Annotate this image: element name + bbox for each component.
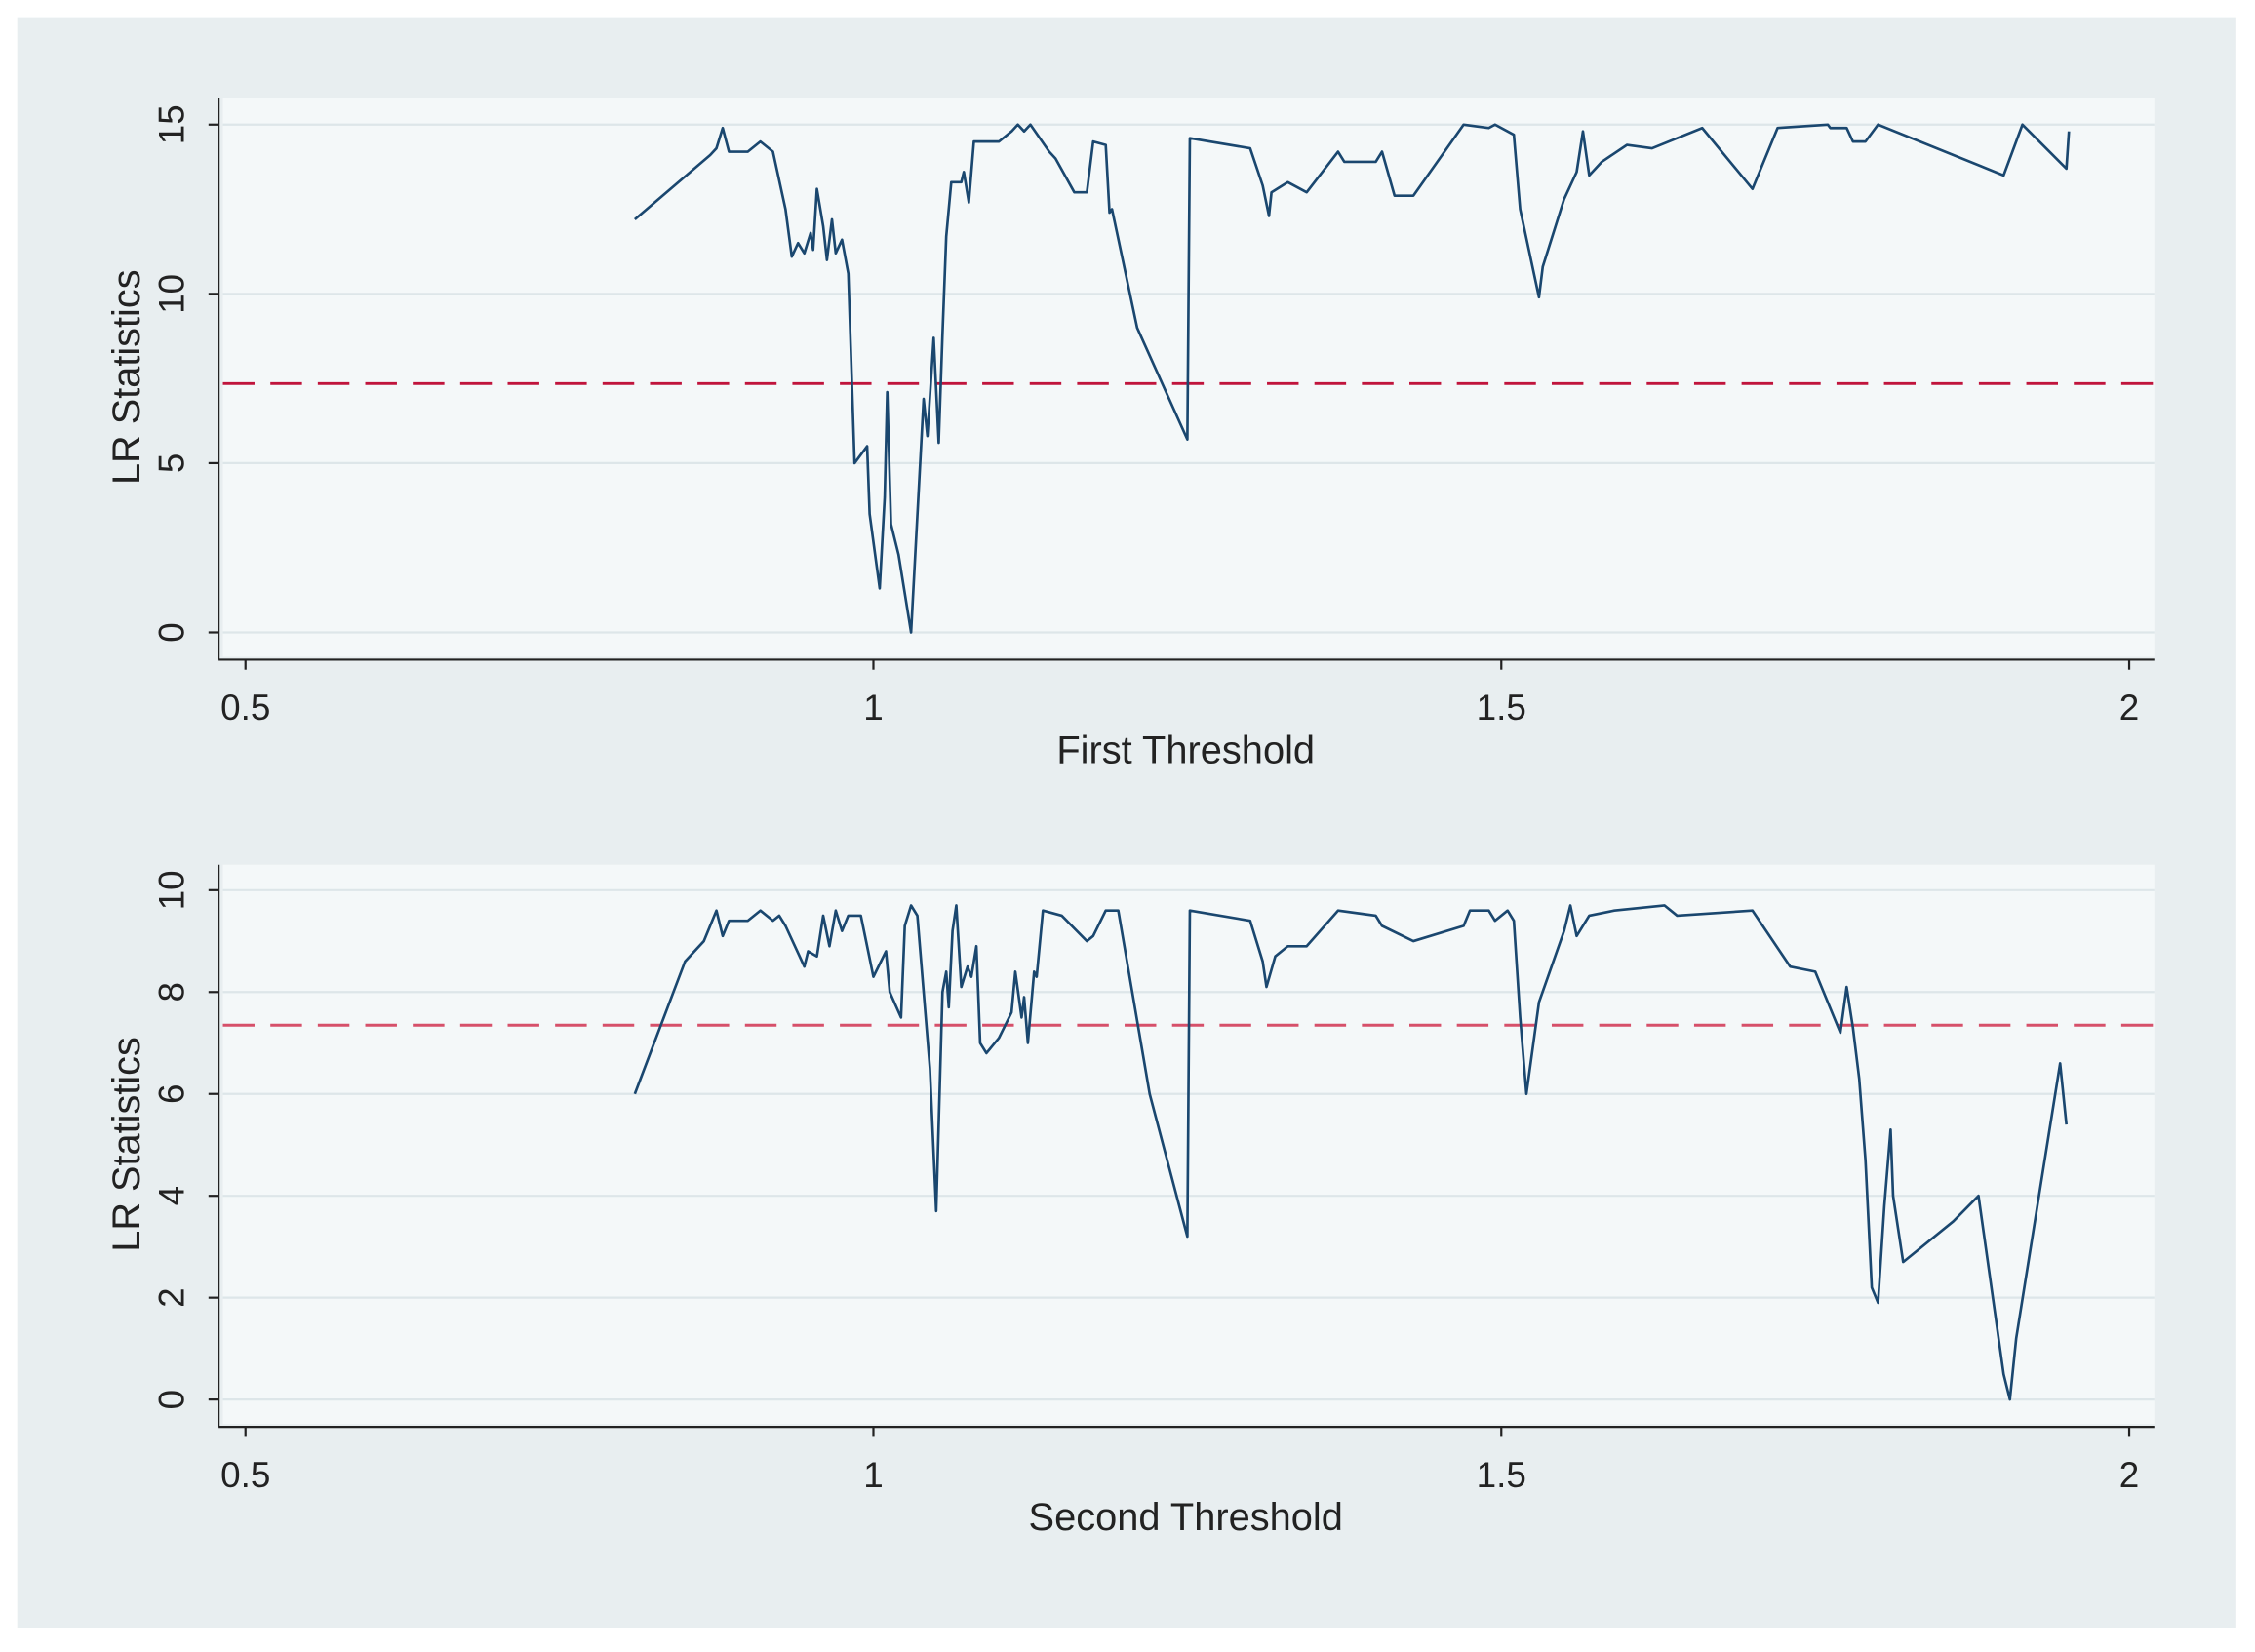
y-tick-label: 10 — [152, 274, 192, 314]
y-tick-label: 0 — [152, 622, 192, 642]
x-tick-label: 1.5 — [1477, 1455, 1526, 1495]
y-tick-label: 10 — [152, 870, 192, 910]
data-line — [633, 123, 2071, 634]
x-axis-title: Second Threshold — [1029, 1496, 1343, 1539]
y-tick-label: 2 — [152, 1287, 192, 1307]
x-tick-label: 2 — [2119, 688, 2139, 728]
y-tick-label: 8 — [152, 982, 192, 1002]
y-tick-label: 0 — [152, 1390, 192, 1409]
x-tick-label: 1 — [863, 1455, 883, 1495]
x-tick-label: 1.5 — [1477, 688, 1526, 728]
x-tick-label: 1 — [863, 688, 883, 728]
y-tick-label: 6 — [152, 1084, 192, 1104]
y-tick-label: 5 — [152, 453, 192, 473]
y-tick-label: 15 — [152, 104, 192, 144]
y-axis-title: LR Statistics — [105, 269, 148, 485]
x-tick-label: 0.5 — [220, 688, 270, 728]
data-line — [633, 904, 2068, 1401]
x-tick-label: 0.5 — [220, 1455, 270, 1495]
y-tick-label: 4 — [152, 1186, 192, 1205]
x-tick-label: 2 — [2119, 1455, 2139, 1495]
x-axis-title: First Threshold — [1056, 728, 1315, 771]
y-axis-title: LR Statistics — [105, 1037, 148, 1252]
